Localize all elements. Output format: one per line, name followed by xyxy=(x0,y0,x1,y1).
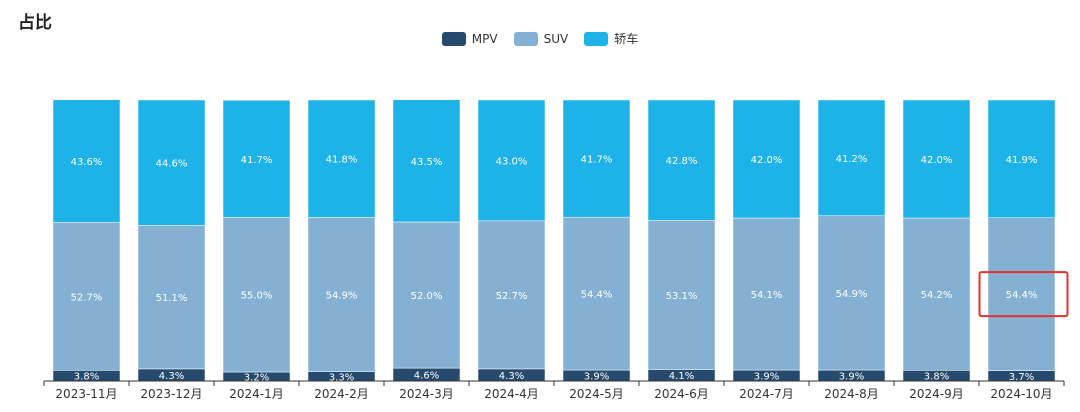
bar-sedan xyxy=(307,99,376,218)
bar-suv xyxy=(562,216,631,371)
bar-suv xyxy=(222,217,291,373)
data-label-suv: 54.9% xyxy=(836,289,868,300)
legend-label-sedan: 轿车 xyxy=(614,32,639,46)
data-label-mpv: 4.1% xyxy=(669,371,694,382)
x-tick-label: 2024-2月 xyxy=(314,387,369,401)
data-label-suv: 53.1% xyxy=(666,291,698,302)
data-label-sedan: 42.0% xyxy=(921,155,953,166)
bar-suv xyxy=(987,217,1056,371)
data-label-mpv: 3.9% xyxy=(839,372,864,383)
bar-suv xyxy=(732,217,801,371)
bar-suv xyxy=(137,225,206,370)
x-tick-label: 2024-10月 xyxy=(990,387,1052,401)
bar-sedan xyxy=(562,99,631,218)
data-label-sedan: 41.7% xyxy=(581,155,613,166)
data-label-sedan: 41.7% xyxy=(241,155,273,166)
bar-sedan xyxy=(477,99,546,222)
bar-sedan xyxy=(392,99,461,223)
bar-suv xyxy=(307,217,376,372)
bar-sedan xyxy=(817,99,886,217)
data-label-suv: 54.2% xyxy=(921,290,953,301)
bar-sedan xyxy=(137,99,206,226)
bar-sedan xyxy=(647,99,716,221)
bar-suv xyxy=(902,217,971,371)
bar-sedan xyxy=(222,100,291,218)
bar-suv xyxy=(477,220,546,370)
data-label-mpv: 3.8% xyxy=(924,372,949,383)
legend-item-suv[interactable]: SUV xyxy=(513,30,569,47)
bar-suv xyxy=(392,221,461,369)
data-label-sedan: 41.2% xyxy=(836,154,868,165)
bar-sedan xyxy=(732,99,801,219)
data-label-sedan: 43.0% xyxy=(496,156,528,167)
x-tick-label: 2024-7月 xyxy=(739,387,794,401)
legend: MPV SUV 轿车 xyxy=(0,30,1080,47)
x-tick-label: 2024-8月 xyxy=(824,387,879,401)
data-label-sedan: 42.8% xyxy=(666,156,698,167)
legend-label-suv: SUV xyxy=(543,31,569,46)
x-tick-label: 2024-1月 xyxy=(229,387,284,401)
legend-swatch-suv xyxy=(513,31,538,46)
data-label-sedan: 43.5% xyxy=(411,157,443,168)
bar-sedan xyxy=(52,99,121,223)
data-label-mpv: 3.7% xyxy=(1009,372,1034,383)
x-tick-label: 2023-12月 xyxy=(140,387,202,401)
x-tick-label: 2024-9月 xyxy=(909,387,964,401)
bar-suv xyxy=(817,215,886,371)
data-label-sedan: 44.6% xyxy=(156,159,188,170)
page-title: 占比 xyxy=(18,13,52,33)
data-label-sedan: 41.8% xyxy=(326,155,358,166)
bar-suv xyxy=(52,221,121,371)
x-tick-label: 2024-6月 xyxy=(654,387,709,401)
data-label-mpv: 3.2% xyxy=(244,373,269,384)
data-label-suv: 54.4% xyxy=(581,290,613,301)
data-label-mpv: 3.9% xyxy=(584,372,609,383)
highlight-box xyxy=(978,271,1069,318)
x-tick-label: 2024-3月 xyxy=(399,387,454,401)
data-label-sedan: 43.6% xyxy=(71,157,103,168)
legend-swatch-mpv xyxy=(441,31,466,46)
data-label-suv: 54.1% xyxy=(751,290,783,301)
data-label-mpv: 4.3% xyxy=(159,371,184,382)
data-label-suv: 54.9% xyxy=(326,291,358,302)
x-tick-label: 2024-4月 xyxy=(484,387,539,401)
data-label-mpv: 3.8% xyxy=(74,372,99,383)
data-label-sedan: 42.0% xyxy=(751,155,783,166)
data-label-suv: 52.0% xyxy=(411,291,443,302)
legend-item-mpv[interactable]: MPV xyxy=(441,30,498,47)
data-label-suv: 52.7% xyxy=(71,292,103,303)
data-label-mpv: 3.3% xyxy=(329,372,354,383)
bar-sedan xyxy=(987,99,1056,218)
data-label-mpv: 4.3% xyxy=(499,371,524,382)
x-tick-label: 2024-5月 xyxy=(569,387,624,401)
data-label-mpv: 4.6% xyxy=(414,371,439,382)
data-label-suv: 51.1% xyxy=(156,293,188,304)
data-label-suv: 54.4% xyxy=(1006,290,1038,301)
data-label-mpv: 3.9% xyxy=(754,372,779,383)
data-label-suv: 55.0% xyxy=(241,291,273,302)
legend-swatch-sedan xyxy=(584,31,609,46)
bar-suv xyxy=(647,220,716,370)
legend-label-mpv: MPV xyxy=(471,31,498,46)
data-label-suv: 52.7% xyxy=(496,291,528,302)
bar-sedan xyxy=(902,99,971,219)
x-tick-label: 2023-11月 xyxy=(55,387,117,401)
data-label-sedan: 41.9% xyxy=(1006,155,1038,166)
legend-item-sedan[interactable]: 轿车 xyxy=(584,30,638,47)
